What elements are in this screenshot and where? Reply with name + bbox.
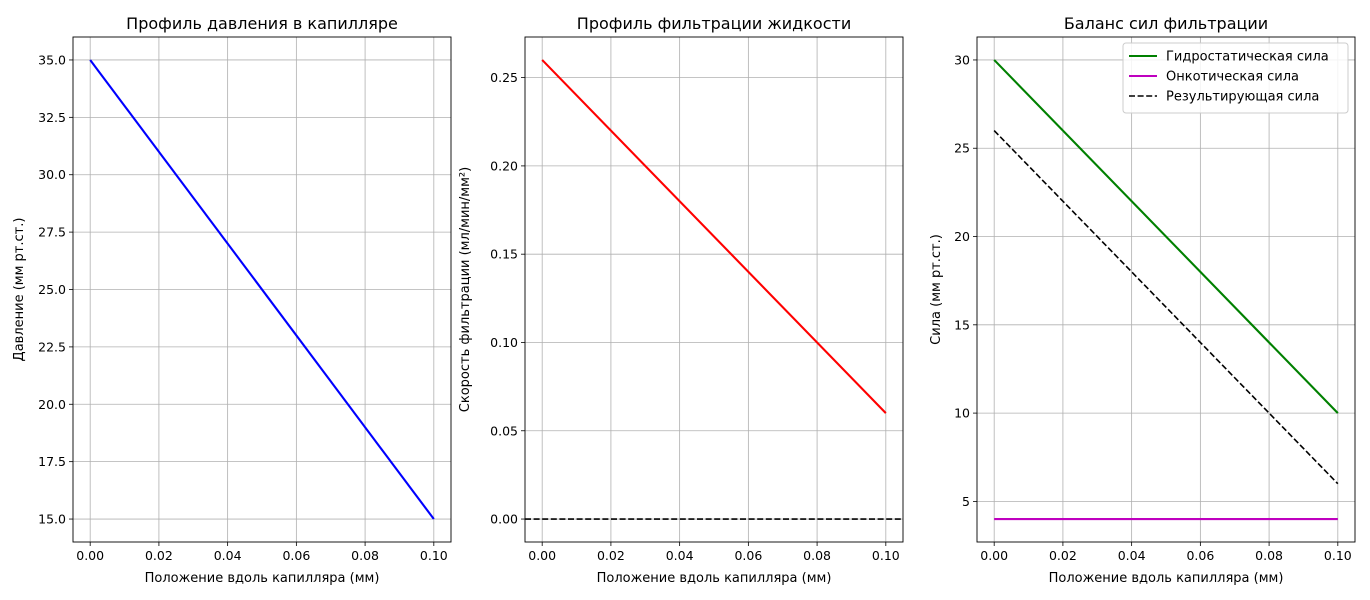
x-tick-label: 0.02 xyxy=(597,548,625,563)
x-tick-label: 0.06 xyxy=(734,548,762,563)
x-tick-label: 0.04 xyxy=(666,548,694,563)
x-tick-label: 0.10 xyxy=(420,548,448,563)
y-tick-label: 17.5 xyxy=(38,454,66,469)
x-tick-label: 0.08 xyxy=(803,548,831,563)
y-tick-label: 0.00 xyxy=(490,512,518,527)
series-line xyxy=(993,130,1339,485)
legend-label: Онкотическая сила xyxy=(1166,70,1299,85)
legend-box xyxy=(1122,42,1349,114)
y-tick-label: 5 xyxy=(962,494,970,509)
x-axis-label: Положение вдоль капилляра (мм) xyxy=(1049,571,1284,586)
x-axis-label: Положение вдоль капилляра (мм) xyxy=(597,571,832,586)
y-tick-label: 30 xyxy=(954,52,970,67)
chart-title: Профиль фильтрации жидкости xyxy=(577,14,851,33)
y-tick-label: 0.25 xyxy=(490,70,518,85)
legend-label: Гидростатическая сила xyxy=(1166,50,1329,65)
axes-frame xyxy=(976,36,1356,543)
y-tick-label: 27.5 xyxy=(38,225,66,240)
x-tick-label: 0.04 xyxy=(214,548,242,563)
x-tick-label: 0.02 xyxy=(1049,548,1077,563)
y-tick-label: 20 xyxy=(954,229,970,244)
x-tick-label: 0.00 xyxy=(528,548,556,563)
pressure-profile-chart: 0.00 0.02 0.04 0.06 0.08 0.10 15.0 17.5 20.0 22.5… xyxy=(12,14,452,586)
y-tick-label: 25 xyxy=(954,141,970,156)
x-tick-label: 0.06 xyxy=(282,548,310,563)
y-tick-label: 10 xyxy=(954,406,970,421)
y-tick-label: 30.0 xyxy=(38,167,66,182)
y-axis-label: Скорость фильтрации (мл/мин/мм²) xyxy=(458,167,473,412)
force-balance-chart: 0.00 0.02 0.04 0.06 0.08 0.10 5 10 15 20 25 30 Балан… xyxy=(929,14,1356,586)
axes-frame xyxy=(524,36,904,543)
chart-title: Профиль давления в капилляре xyxy=(126,14,398,33)
chart-title: Баланс сил фильтрации xyxy=(1064,14,1268,33)
filtration-profile-chart: 0.00 0.02 0.04 0.06 0.08 0.10 0.00 0.05 0.10 0.15… xyxy=(458,14,904,586)
y-axis-label: Сила (мм рт.ст.) xyxy=(929,234,944,345)
x-axis-label: Положение вдоль капилляра (мм) xyxy=(145,571,380,586)
x-tick-label: 0.08 xyxy=(1255,548,1283,563)
y-tick-label: 0.05 xyxy=(490,423,518,438)
x-tick-label: 0.10 xyxy=(872,548,900,563)
y-tick-label: 35.0 xyxy=(38,52,66,67)
x-tick-label: 0.04 xyxy=(1118,548,1146,563)
y-tick-label: 25.0 xyxy=(38,282,66,297)
x-tick-label: 0.00 xyxy=(980,548,1008,563)
series-line xyxy=(993,59,1339,414)
y-tick-label: 0.10 xyxy=(490,335,518,350)
series-line xyxy=(541,59,887,414)
x-tick-label: 0.08 xyxy=(351,548,379,563)
y-tick-label: 15 xyxy=(954,317,970,332)
y-tick-label: 22.5 xyxy=(38,339,66,354)
y-tick-label: 32.5 xyxy=(38,110,66,125)
series-line xyxy=(89,59,435,520)
x-tick-label: 0.06 xyxy=(1186,548,1214,563)
y-axis-label: Давление (мм рт.ст.) xyxy=(12,218,27,362)
y-tick-label: 0.15 xyxy=(490,247,518,262)
legend: Гидростатическая сила Онкотическая сила Ре… xyxy=(1122,42,1349,114)
y-tick-label: 15.0 xyxy=(38,512,66,527)
x-tick-label: 0.00 xyxy=(76,548,104,563)
y-tick-label: 20.0 xyxy=(38,397,66,412)
y-tick-label: 0.20 xyxy=(490,158,518,173)
x-tick-label: 0.02 xyxy=(145,548,173,563)
legend-label: Результирующая сила xyxy=(1166,90,1319,105)
x-tick-label: 0.10 xyxy=(1324,548,1352,563)
